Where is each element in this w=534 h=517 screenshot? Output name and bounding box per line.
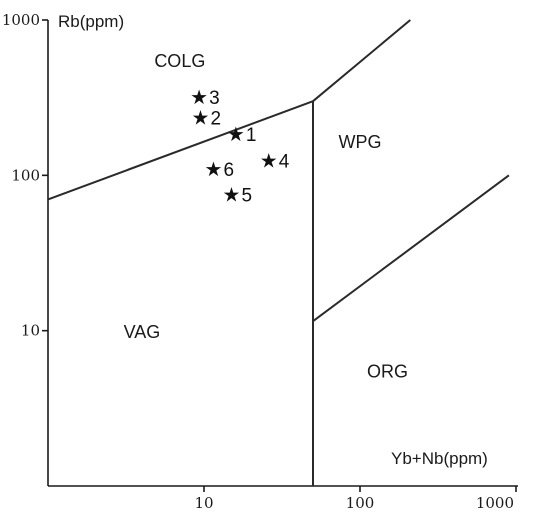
x-tick-label: 10 — [194, 494, 213, 512]
x-axis-title: Yb+Nb(ppm) — [391, 449, 488, 468]
data-point-5: ★ 5 — [223, 183, 253, 207]
star-marker-icon: ★ — [205, 157, 223, 181]
y-tick-label: 100 — [11, 166, 40, 184]
data-point-2: ★ 2 — [192, 106, 222, 130]
y-tick-label: 1000 — [2, 11, 40, 29]
field-boundaries — [47, 19, 510, 486]
data-point-6: ★ 6 — [205, 157, 235, 181]
field-label-colg: COLG — [154, 51, 205, 71]
point-label: 3 — [209, 88, 220, 109]
point-label: 2 — [211, 109, 222, 130]
data-points: ★ 1★ 2★ 3★ 4★ 5★ 6 — [190, 85, 290, 207]
boundary-wpg-org — [312, 174, 510, 323]
field-label-vag: VAG — [124, 322, 161, 342]
star-marker-icon: ★ — [227, 122, 245, 146]
x-ticks: 10 100 1000 — [194, 486, 517, 512]
star-marker-icon: ★ — [192, 106, 210, 130]
data-point-3: ★ 3 — [190, 85, 220, 109]
point-label: 4 — [279, 151, 290, 172]
point-label: 5 — [241, 186, 252, 207]
boundary-colg-wpg — [312, 19, 411, 102]
x-tick-label: 1000 — [476, 494, 514, 512]
x-tick-label: 100 — [346, 494, 375, 512]
y-tick-label: 10 — [21, 322, 40, 340]
point-label: 6 — [223, 160, 234, 181]
star-marker-icon: ★ — [223, 183, 241, 207]
data-point-1: ★ 1 — [227, 122, 257, 146]
point-label: 1 — [246, 125, 257, 146]
data-point-4: ★ 4 — [260, 148, 290, 172]
field-label-org: ORG — [367, 361, 408, 381]
field-label-wpg: WPG — [339, 132, 382, 152]
field-labels: COLG WPG VAG ORG — [124, 51, 408, 382]
y-ticks: 1000 100 10 — [2, 11, 48, 340]
y-axis-title: Rb(ppm) — [58, 12, 124, 31]
star-marker-icon: ★ — [190, 85, 208, 109]
star-marker-icon: ★ — [260, 148, 278, 172]
boundary-colg-vag — [47, 100, 314, 201]
